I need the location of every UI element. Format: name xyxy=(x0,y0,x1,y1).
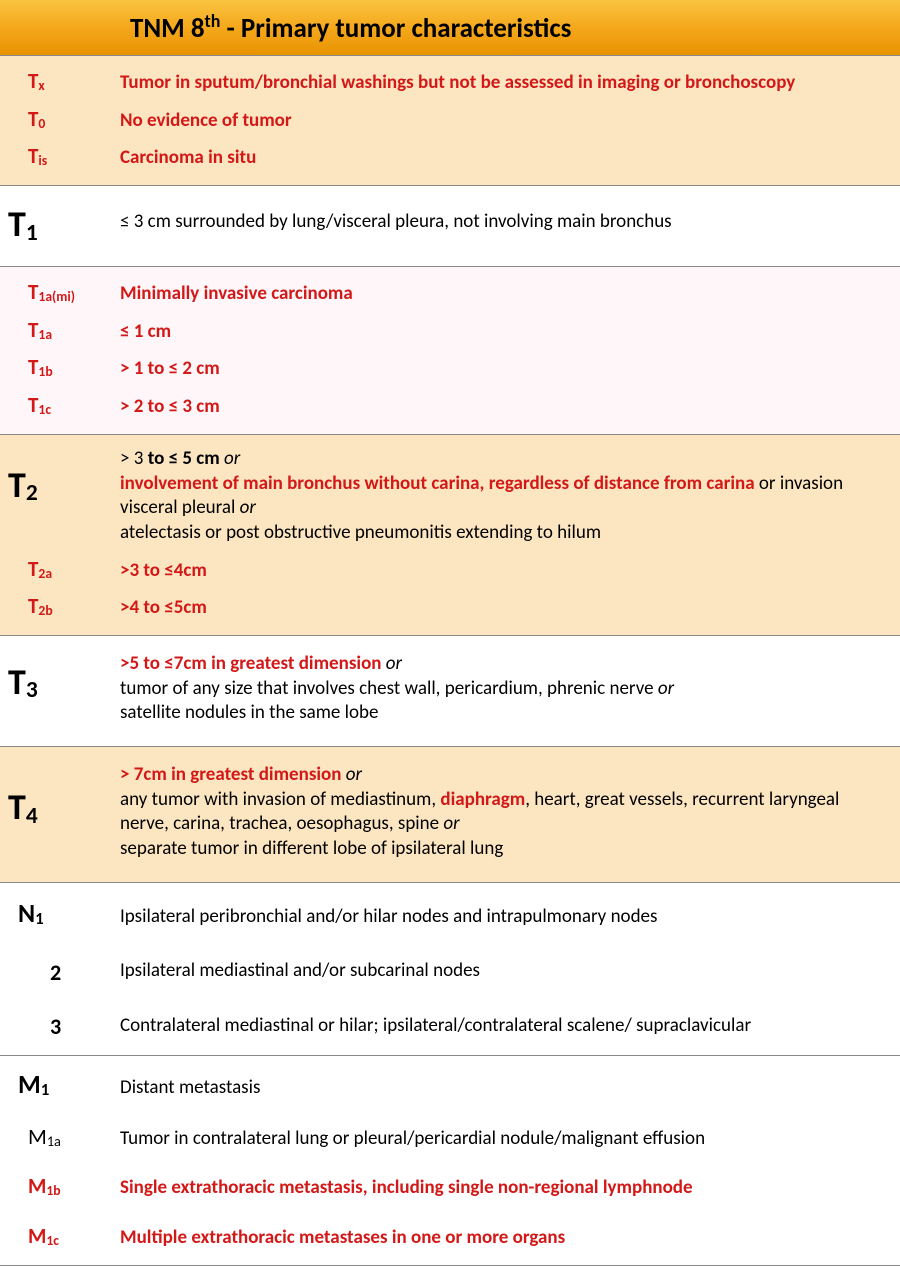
code-t1b: T1b xyxy=(28,354,53,380)
desc-n2: Ipsilateral mediastinal and/or subcarina… xyxy=(120,955,900,988)
desc-t1c: > 2 to ≤ 3 cm xyxy=(120,391,900,424)
code-t1ami: T1a(mi) xyxy=(28,279,75,305)
code-t2: T2 xyxy=(8,463,38,507)
row-t1a: T1a ≤ 1 cm xyxy=(0,313,900,349)
desc-t2b: >4 to ≤5cm xyxy=(120,592,900,625)
desc-t1b: > 1 to ≤ 2 cm xyxy=(120,353,900,386)
desc-tx: Tumor in sputum/bronchial washings but n… xyxy=(120,67,900,100)
row-n2: 2 Ipsilateral mediastinal and/or subcari… xyxy=(0,947,900,988)
desc-t3: >5 to ≤7cm in greatest dimension or tumo… xyxy=(120,646,900,732)
desc-t1: ≤ 3 cm surrounded by lung/visceral pleur… xyxy=(120,196,900,252)
row-t1b: T1b > 1 to ≤ 2 cm xyxy=(0,350,900,386)
section-txtis: Tx Tumor in sputum/bronchial washings bu… xyxy=(0,56,900,186)
desc-m1c: Multiple extrathoracic metastases in one… xyxy=(120,1222,900,1255)
code-t1a: T1a xyxy=(28,317,52,343)
code-m1c: M1c xyxy=(28,1223,59,1249)
row-m1a: M1a Tumor in contralateral lung or pleur… xyxy=(0,1119,900,1156)
code-t1: T1 xyxy=(8,202,38,246)
row-m1c: M1c Multiple extrathoracic metastases in… xyxy=(0,1219,900,1255)
row-n3: 3 Contralateral mediastinal or hilar; ip… xyxy=(0,1002,900,1043)
section-t2: T2 > 3 to ≤ 5 cm or involvement of main … xyxy=(0,435,900,636)
row-t2a: T2a >3 to ≤4cm xyxy=(0,552,900,588)
code-n1: N1 xyxy=(18,897,44,929)
row-m1b: M1b Single extrathoracic metastasis, inc… xyxy=(0,1169,900,1205)
code-tis: Tis xyxy=(28,143,47,169)
section-t3: T3 >5 to ≤7cm in greatest dimension or t… xyxy=(0,636,900,747)
title-suffix: - Primary tumor characteristics xyxy=(220,12,571,45)
desc-m1a: Tumor in contralateral lung or pleural/p… xyxy=(120,1123,900,1156)
row-t1ami: T1a(mi) Minimally invasive carcinoma xyxy=(0,275,900,311)
title-prefix: TNM 8 xyxy=(130,12,205,45)
code-m1a: M1a xyxy=(28,1123,61,1150)
title-bar: TNM 8th - Primary tumor characteristics xyxy=(0,0,900,56)
row-tx: Tx Tumor in sputum/bronchial washings bu… xyxy=(0,64,900,100)
desc-m1b: Single extrathoracic metastasis, includi… xyxy=(120,1172,900,1205)
row-t2b: T2b >4 to ≤5cm xyxy=(0,589,900,625)
desc-n1: Ipsilateral peribronchial and/or hilar n… xyxy=(120,901,900,934)
section-m: M1 Distant metastasis M1a Tumor in contr… xyxy=(0,1056,900,1266)
desc-t1ami: Minimally invasive carcinoma xyxy=(120,278,900,311)
code-t0: T0 xyxy=(28,106,45,132)
row-tis: Tis Carcinoma in situ xyxy=(0,139,900,175)
desc-t2a: >3 to ≤4cm xyxy=(120,555,900,588)
row-t0: T0 No evidence of tumor xyxy=(0,102,900,138)
code-n3: 3 xyxy=(50,1006,61,1038)
section-n: N1 Ipsilateral peribronchial and/or hila… xyxy=(0,883,900,1056)
desc-t0: No evidence of tumor xyxy=(120,105,900,138)
code-m1: M1 xyxy=(18,1068,49,1100)
row-t1c: T1c > 2 to ≤ 3 cm xyxy=(0,388,900,424)
title-sup: th xyxy=(205,10,221,32)
section-t4: T4 > 7cm in greatest dimension or any tu… xyxy=(0,747,900,883)
row-t2: T2 > 3 to ≤ 5 cm or involvement of main … xyxy=(0,443,900,550)
desc-n3: Contralateral mediastinal or hilar; ipsi… xyxy=(120,1010,900,1043)
code-n2: 2 xyxy=(50,951,61,983)
desc-t4: > 7cm in greatest dimension or any tumor… xyxy=(120,757,900,868)
code-t3: T3 xyxy=(8,660,38,704)
row-m1: M1 Distant metastasis xyxy=(0,1064,900,1105)
desc-m1: Distant metastasis xyxy=(120,1072,900,1105)
code-t1c: T1c xyxy=(28,392,51,418)
row-n1: N1 Ipsilateral peribronchial and/or hila… xyxy=(0,893,900,934)
desc-tis: Carcinoma in situ xyxy=(120,142,900,175)
desc-t1a: ≤ 1 cm xyxy=(120,316,900,349)
section-t1sub: T1a(mi) Minimally invasive carcinoma T1a… xyxy=(0,267,900,435)
section-t1: T1 ≤ 3 cm surrounded by lung/visceral pl… xyxy=(0,186,900,267)
code-t2b: T2b xyxy=(28,593,53,619)
code-m1b: M1b xyxy=(28,1173,61,1199)
code-tx: Tx xyxy=(28,68,45,94)
code-t2a: T2a xyxy=(28,556,52,582)
desc-t2: > 3 to ≤ 5 cm or involvement of main bro… xyxy=(120,443,900,550)
code-t4: T4 xyxy=(8,785,38,829)
